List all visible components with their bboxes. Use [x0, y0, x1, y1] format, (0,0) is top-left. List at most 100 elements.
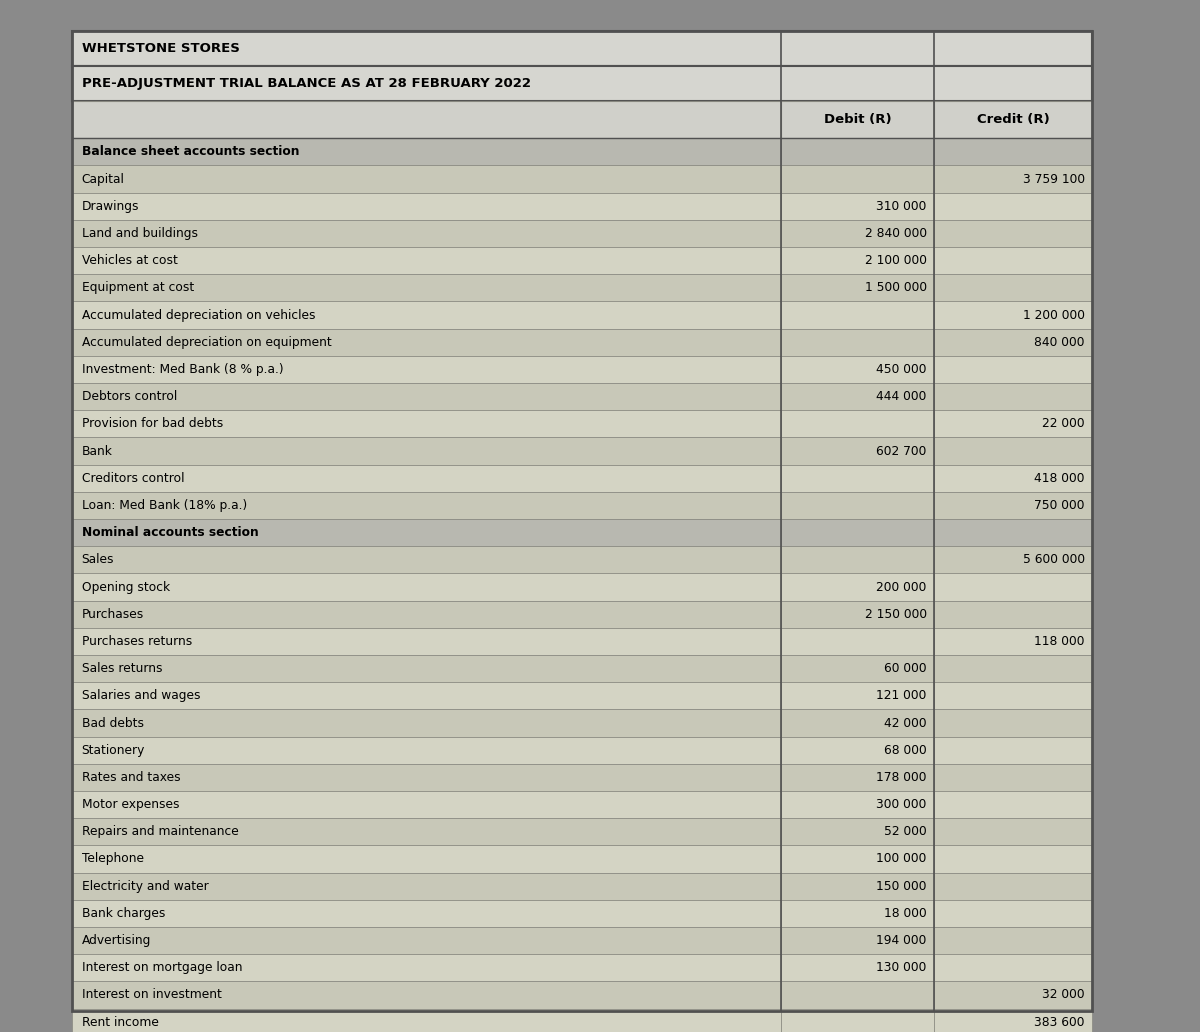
Bar [934, 464, 1092, 492]
Text: 194 000: 194 000 [876, 934, 926, 947]
Bar [934, 791, 1092, 818]
Bar [781, 900, 934, 927]
Bar [72, 709, 781, 737]
Text: 178 000: 178 000 [876, 771, 926, 784]
Bar [934, 1008, 1092, 1032]
Bar [781, 247, 934, 275]
Bar [934, 546, 1092, 574]
Bar [72, 601, 781, 627]
Bar [781, 655, 934, 682]
Text: Sales returns: Sales returns [82, 663, 162, 675]
Bar [934, 247, 1092, 275]
Bar [781, 955, 934, 981]
Bar [72, 438, 781, 464]
Text: 450 000: 450 000 [876, 363, 926, 376]
Bar [934, 574, 1092, 601]
Bar [934, 981, 1092, 1008]
Bar [72, 193, 781, 220]
Bar [934, 818, 1092, 845]
Bar [781, 682, 934, 709]
Bar [781, 574, 934, 601]
Bar [781, 791, 934, 818]
Text: Investment: Med Bank (8 % p.a.): Investment: Med Bank (8 % p.a.) [82, 363, 283, 376]
Text: Motor expenses: Motor expenses [82, 798, 179, 811]
Text: Provision for bad debts: Provision for bad debts [82, 417, 223, 430]
Text: Repairs and maintenance: Repairs and maintenance [82, 826, 239, 838]
Bar [72, 737, 781, 764]
Text: 200 000: 200 000 [876, 581, 926, 593]
Bar [72, 546, 781, 574]
Text: 1 200 000: 1 200 000 [1022, 309, 1085, 322]
Bar [72, 682, 781, 709]
Bar [781, 845, 934, 873]
Bar [72, 328, 781, 356]
Bar [934, 737, 1092, 764]
Bar [72, 955, 781, 981]
Text: Accumulated depreciation on vehicles: Accumulated depreciation on vehicles [82, 309, 316, 322]
Bar [72, 138, 781, 165]
Bar [72, 220, 781, 247]
Text: Vehicles at cost: Vehicles at cost [82, 254, 178, 267]
Text: 750 000: 750 000 [1034, 498, 1085, 512]
Bar [781, 519, 934, 546]
Text: 121 000: 121 000 [876, 689, 926, 703]
Text: Electricity and water: Electricity and water [82, 879, 209, 893]
Text: 68 000: 68 000 [884, 744, 926, 756]
Bar [781, 873, 934, 900]
Bar [72, 981, 781, 1008]
Bar [781, 438, 934, 464]
Text: 130 000: 130 000 [876, 961, 926, 974]
Bar [781, 709, 934, 737]
Text: Bank: Bank [82, 445, 113, 457]
Text: Nominal accounts section: Nominal accounts section [82, 526, 258, 539]
Bar [781, 138, 934, 165]
Bar [781, 411, 934, 438]
Bar [934, 220, 1092, 247]
Text: Rates and taxes: Rates and taxes [82, 771, 180, 784]
Bar [781, 818, 934, 845]
Text: Telephone: Telephone [82, 852, 144, 866]
Bar [781, 546, 934, 574]
Bar [781, 275, 934, 301]
Text: Rent income: Rent income [82, 1015, 158, 1029]
Text: Capital: Capital [82, 172, 125, 186]
Bar [934, 101, 1092, 138]
Bar [781, 737, 934, 764]
Bar [934, 845, 1092, 873]
Bar [72, 927, 781, 955]
Text: Balance sheet accounts section: Balance sheet accounts section [82, 146, 299, 158]
Text: Advertising: Advertising [82, 934, 151, 947]
Bar [934, 438, 1092, 464]
Text: 5 600 000: 5 600 000 [1022, 553, 1085, 567]
Bar [72, 519, 781, 546]
Bar [934, 627, 1092, 655]
Bar [934, 138, 1092, 165]
Bar [72, 31, 1092, 1011]
Text: Bad debts: Bad debts [82, 716, 144, 730]
Text: 150 000: 150 000 [876, 879, 926, 893]
Text: Interest on mortgage loan: Interest on mortgage loan [82, 961, 242, 974]
Bar [781, 165, 934, 193]
Text: WHETSTONE STORES: WHETSTONE STORES [82, 42, 240, 55]
Bar [72, 383, 781, 411]
Bar [781, 927, 934, 955]
Text: 1 500 000: 1 500 000 [864, 282, 926, 294]
Bar [934, 955, 1092, 981]
Text: Opening stock: Opening stock [82, 581, 169, 593]
Bar [934, 601, 1092, 627]
Bar [781, 220, 934, 247]
Text: 2 840 000: 2 840 000 [864, 227, 926, 240]
Text: 2 100 000: 2 100 000 [865, 254, 926, 267]
Bar [72, 356, 781, 383]
Bar [72, 1008, 781, 1032]
Bar [934, 709, 1092, 737]
Text: Drawings: Drawings [82, 200, 139, 213]
Bar [781, 301, 934, 328]
Bar [934, 165, 1092, 193]
Bar [934, 356, 1092, 383]
Text: 602 700: 602 700 [876, 445, 926, 457]
Text: Debit (R): Debit (R) [823, 114, 892, 126]
Bar [72, 873, 781, 900]
Bar [72, 574, 781, 601]
Bar [934, 383, 1092, 411]
